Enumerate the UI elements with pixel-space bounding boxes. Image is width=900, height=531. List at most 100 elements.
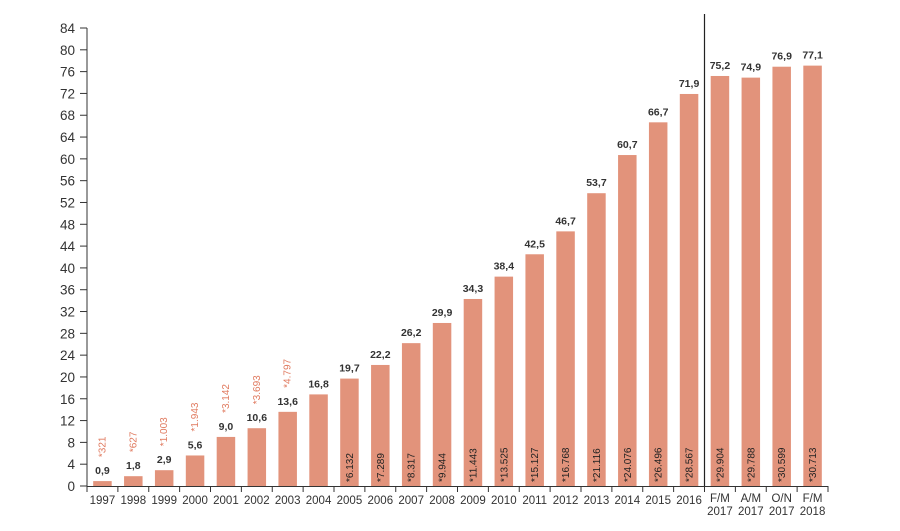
x-tick-label: 2004: [306, 495, 332, 507]
x-tick-label: 2001: [213, 495, 239, 507]
x-tick-label: 2009: [460, 495, 486, 507]
count-label: *3.142: [221, 384, 232, 413]
count-label: *29.788: [746, 447, 757, 482]
count-label: *8.317: [407, 453, 418, 482]
x-tick-label: 2010: [491, 495, 517, 507]
value-label: 13,6: [277, 396, 298, 408]
bar: [340, 378, 359, 486]
y-tick-label: 0: [67, 479, 75, 494]
value-label: 5,6: [188, 439, 203, 451]
bar: [525, 254, 544, 486]
bar: [803, 65, 822, 486]
y-tick-label: 80: [60, 43, 75, 58]
x-tick-label: A/M: [741, 493, 761, 505]
x-tick-label: 2008: [429, 495, 455, 507]
bar: [124, 476, 143, 486]
x-tick-label: 2017: [769, 506, 795, 518]
y-tick-label: 40: [60, 261, 75, 276]
count-label: *24.076: [623, 447, 634, 482]
x-tick-label: 2003: [275, 495, 301, 507]
y-tick-label: 16: [60, 392, 75, 407]
y-tick-label: 32: [60, 305, 75, 320]
value-label: 19,7: [339, 363, 360, 375]
x-tick-label: 1999: [151, 495, 177, 507]
count-label: *7.289: [376, 453, 387, 482]
bar: [463, 298, 483, 486]
x-tick-label: O/N: [771, 493, 791, 505]
y-tick-label: 8: [67, 435, 75, 450]
value-label: 22,2: [370, 349, 391, 361]
bar: [710, 75, 730, 486]
x-tick-label: 2015: [645, 495, 671, 507]
bar: [371, 364, 390, 486]
value-label: 16,8: [308, 378, 329, 390]
y-tick-label: 64: [60, 130, 76, 145]
y-tick-label: 12: [60, 414, 75, 429]
value-label: 77,1: [802, 50, 823, 62]
x-tick-label: 1997: [90, 495, 116, 507]
value-label: 9,0: [219, 421, 234, 433]
bar: [278, 411, 297, 486]
value-label: 46,7: [555, 215, 576, 227]
y-tick-label: 48: [60, 217, 75, 232]
bar: [216, 436, 236, 486]
y-tick-label: 76: [60, 65, 75, 80]
count-label: *29.904: [715, 447, 726, 482]
value-label: 42,5: [524, 238, 545, 250]
count-label: *13.525: [499, 447, 510, 482]
y-tick-label: 4: [67, 457, 75, 472]
count-label: *11.443: [468, 448, 479, 482]
x-tick-label: 2016: [676, 495, 702, 507]
count-label: *4.797: [283, 358, 294, 387]
bar: [432, 322, 452, 486]
bar: [772, 66, 791, 486]
x-tick-label: 2017: [707, 506, 733, 518]
bar: [618, 155, 637, 487]
count-label: *21.116: [592, 448, 603, 482]
x-tick-label: 2011: [522, 495, 547, 507]
x-tick-label: 2012: [553, 495, 579, 507]
y-tick-label: 44: [60, 239, 76, 254]
y-tick-label: 68: [60, 108, 75, 123]
x-tick-label: 1998: [121, 495, 147, 507]
count-label: *16.768: [561, 447, 572, 482]
count-label: *1.003: [159, 417, 170, 446]
bar: [247, 428, 267, 486]
y-tick-label: 20: [60, 370, 75, 385]
bar: [556, 231, 575, 486]
bar: [741, 77, 761, 486]
value-label: 38,4: [494, 261, 515, 273]
count-label: *321: [97, 436, 108, 457]
value-label: 2,9: [157, 454, 172, 466]
y-tick-label: 28: [60, 326, 75, 341]
value-label: 66,7: [648, 106, 669, 118]
x-tick-label: 2006: [368, 495, 394, 507]
bar: [587, 193, 606, 486]
x-tick-label: 2007: [398, 495, 424, 507]
count-label: *9.944: [438, 453, 449, 482]
x-tick-label: 2014: [615, 495, 641, 507]
y-tick-label: 84: [60, 21, 76, 36]
x-tick-label: 2013: [584, 495, 610, 507]
value-label: 1,8: [126, 460, 141, 472]
value-label: 34,3: [463, 283, 484, 295]
x-tick-label: 2018: [800, 506, 826, 518]
x-tick-label: F/M: [710, 493, 730, 505]
y-tick-label: 60: [60, 152, 75, 167]
x-tick-label: 2005: [337, 495, 363, 507]
count-label: *3.693: [252, 375, 263, 404]
y-tick-label: 24: [60, 348, 76, 363]
x-tick-label: 2000: [182, 495, 208, 507]
bar: [494, 276, 514, 486]
value-label: 60,7: [617, 139, 638, 151]
value-label: 76,9: [771, 51, 792, 63]
value-label: 29,9: [432, 307, 453, 319]
value-label: 0,9: [95, 465, 110, 477]
bar: [679, 93, 699, 486]
x-tick-label: 2002: [244, 495, 270, 507]
value-label: 74,9: [741, 62, 762, 74]
count-label: *1.943: [190, 402, 201, 431]
count-label: *30.713: [808, 447, 819, 482]
